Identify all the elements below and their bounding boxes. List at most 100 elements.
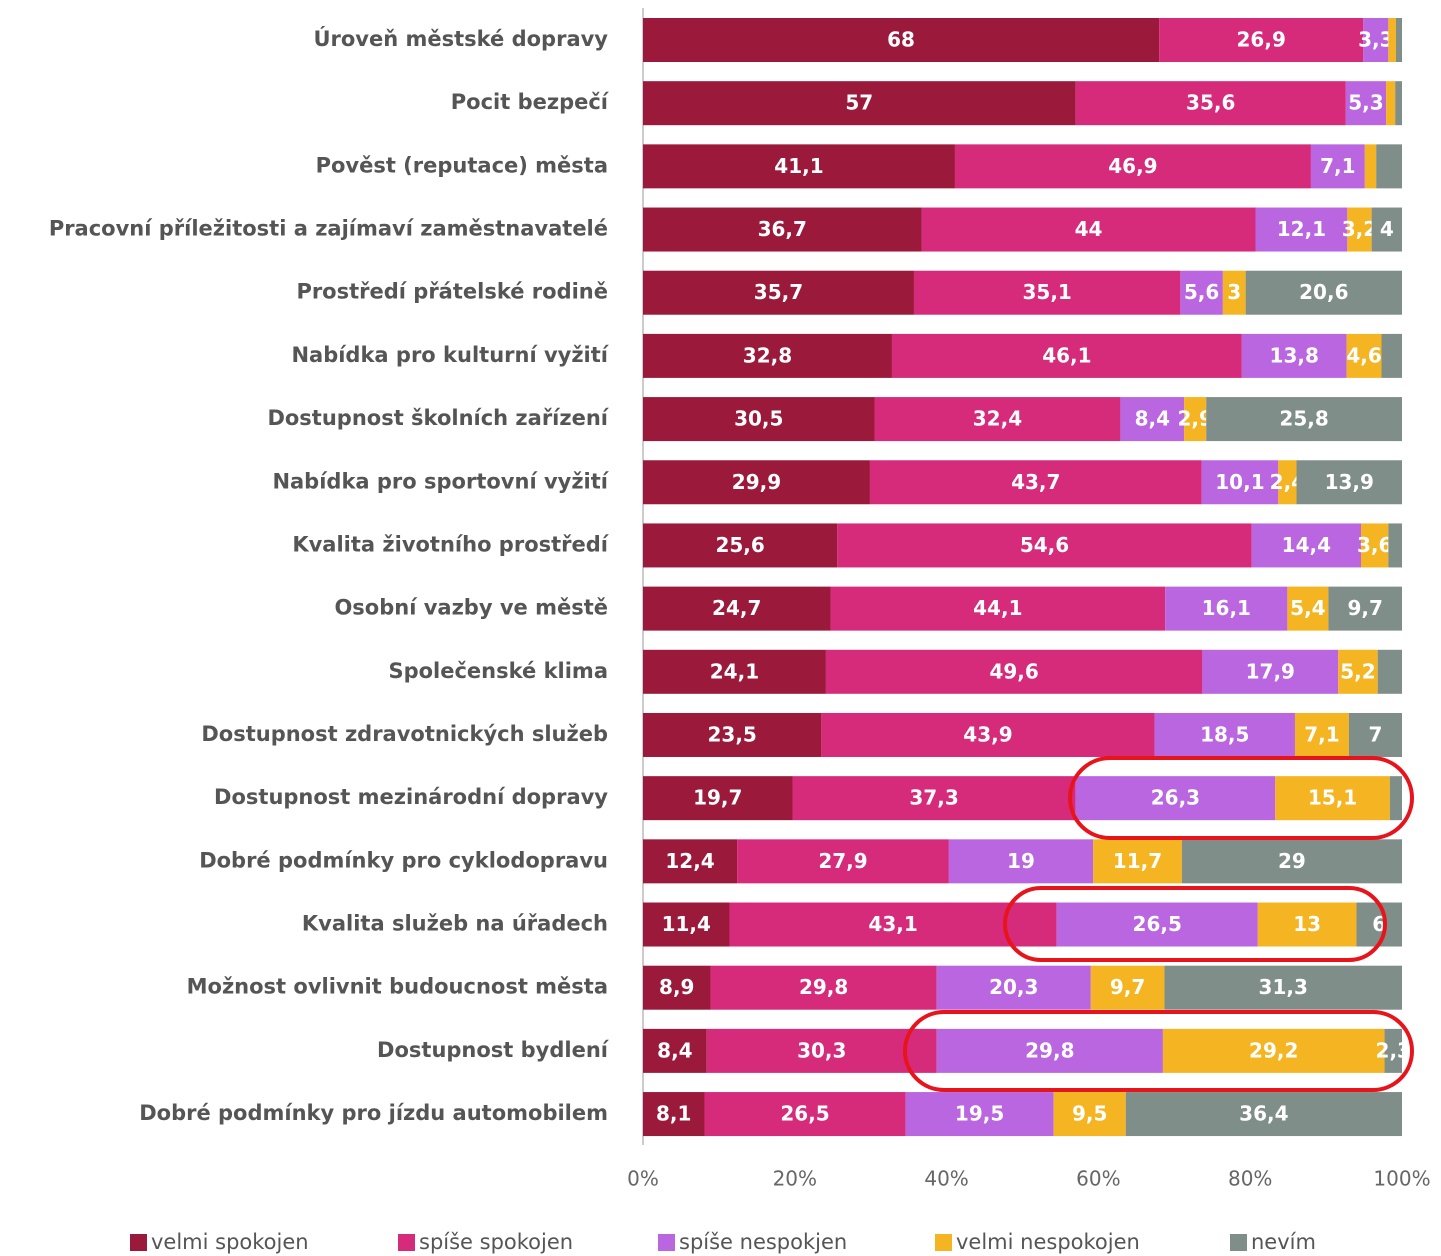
x-tick-label: 40% [924,1167,968,1191]
value-label: 8,4 [1135,407,1170,431]
x-tick-label: 20% [773,1167,817,1191]
bar-segment [1338,649,1378,694]
bar-segment [905,1092,1054,1137]
value-label: 13,9 [1325,470,1374,494]
value-label: 57 [845,91,873,115]
bar-segment [643,333,892,378]
value-label: 7 [1368,722,1382,746]
value-label: 4 [1380,217,1394,241]
bar-segment [936,1028,1163,1073]
bar-segment [643,270,914,315]
bar-segment [1371,207,1402,252]
legend-swatch [130,1234,147,1251]
bar-segment [1384,1028,1402,1073]
value-label: 3,3 [1358,28,1393,52]
category-label: Dobré podmínky pro cyklodopravu [199,848,608,872]
value-label: 35,6 [1186,91,1235,115]
value-label: 24,1 [710,659,759,683]
value-label: 26,3 [1151,786,1200,810]
value-label: 36,4 [1239,1102,1288,1126]
x-tick-label: 80% [1228,1167,1272,1191]
value-label: 11,4 [662,912,711,936]
x-tick-label: 60% [1076,1167,1120,1191]
value-label: 30,3 [797,1038,846,1062]
value-label: 29 [1278,849,1306,873]
legend-swatch [935,1234,952,1251]
bar-segment [1278,460,1297,505]
bar-segment [1346,333,1382,378]
x-tick-label: 100% [1373,1167,1430,1191]
bar-segment [643,712,822,757]
bar-segment [1275,776,1390,821]
value-label: 5,6 [1184,280,1219,304]
bar-segment [1386,81,1396,126]
value-label: 25,6 [715,533,764,557]
value-label: 5,4 [1290,596,1325,620]
bar-segment [1202,649,1339,694]
bar-segment [1347,207,1372,252]
value-label: 14,4 [1282,533,1331,557]
value-label: 2,3 [1376,1038,1411,1062]
value-label: 3 [1227,280,1241,304]
highlight-ellipse [903,1010,1414,1092]
value-label: 5,2 [1340,659,1375,683]
category-label: Osobní vazby ve městě [334,596,608,620]
category-label: Dostupnost bydlení [377,1038,610,1062]
bar-segment [1090,965,1165,1010]
bar-segment [643,460,870,505]
legend-swatch [398,1234,415,1251]
bar-segment [825,649,1203,694]
value-label: 16,1 [1202,596,1251,620]
bar-segment [1388,18,1396,62]
category-label: Pověst (reputace) města [316,153,608,177]
value-label: 46,1 [1042,343,1091,367]
bar-segment [1075,776,1276,821]
legend-swatch [658,1234,675,1251]
category-label: Dostupnost mezinárodní dopravy [214,785,608,809]
category-label: Kvalita životního prostředí [292,532,609,556]
value-label: 9,7 [1110,975,1145,999]
bar-segment [921,207,1256,252]
bar-segment [1154,712,1295,757]
value-label: 29,8 [1025,1038,1074,1062]
value-label: 68 [887,28,915,52]
bar-segment [643,902,730,947]
bar-segment [1245,270,1402,315]
value-label: 32,8 [743,343,792,367]
value-label: 3,2 [1342,217,1377,241]
category-label: Prostředí přátelské rodině [296,280,608,304]
value-label: 8,1 [656,1102,691,1126]
bar-segment [643,81,1076,126]
value-label: 35,1 [1022,280,1071,304]
value-label: 12,4 [665,849,714,873]
value-label: 9,7 [1347,596,1382,620]
bar-segment [704,1092,906,1137]
value-label: 3,6 [1357,533,1392,557]
bar-segment [1241,333,1347,378]
bar-segment [643,649,826,694]
bar-segment [891,333,1242,378]
value-label: 15,1 [1308,786,1357,810]
value-label: 13 [1293,912,1321,936]
bar-segment [1287,586,1329,631]
value-label: 32,4 [973,407,1022,431]
value-label: 13,8 [1270,343,1319,367]
bar-segment [1364,144,1377,189]
bar-segment [643,523,838,568]
value-label: 19,5 [955,1102,1004,1126]
bar-segment [1356,902,1402,947]
bar-segment [1348,712,1402,757]
value-label: 44,1 [973,596,1022,620]
bar-segment [954,144,1311,189]
bar-segment [1294,712,1349,757]
bar-segment [1075,81,1346,126]
bar-segment [643,1028,707,1073]
category-label: Dobré podmínky pro jízdu automobilem [139,1101,608,1125]
value-label: 26,9 [1237,28,1286,52]
value-label: 23,5 [708,722,757,746]
value-label: 17,9 [1246,659,1295,683]
value-label: 11,7 [1113,849,1162,873]
value-label: 30,5 [734,407,783,431]
bar-segment [1363,18,1389,62]
